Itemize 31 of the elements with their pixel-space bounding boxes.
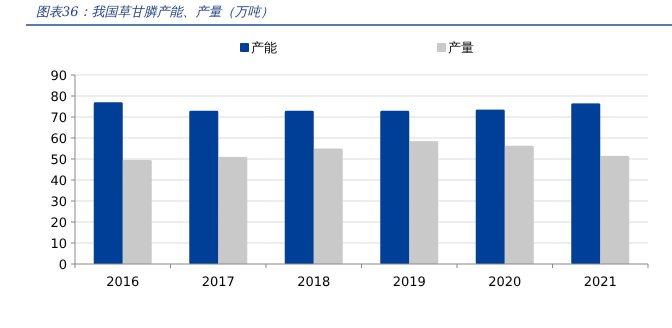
y-tick-label: 0 (58, 258, 67, 273)
y-tick-label: 80 (50, 90, 67, 105)
bar (189, 110, 218, 264)
bar (571, 103, 600, 264)
x-tick-label: 2016 (106, 275, 140, 290)
legend-label: 产量 (448, 41, 474, 56)
y-tick-label: 70 (50, 111, 67, 126)
bar (314, 148, 343, 264)
chart-title: 图表36：我国草甘膦产能、产量（万吨） (36, 5, 274, 20)
bar (218, 156, 248, 264)
bar (94, 102, 123, 264)
bar (284, 110, 314, 264)
y-tick-label: 30 (50, 195, 67, 210)
bar (409, 141, 438, 264)
x-tick-label: 2021 (584, 275, 617, 290)
y-tick-label: 60 (50, 132, 67, 147)
bar (504, 146, 534, 264)
bar (122, 160, 152, 264)
x-tick-label: 2020 (488, 275, 522, 290)
y-tick-label: 20 (50, 216, 67, 231)
x-tick-label: 2018 (297, 275, 330, 290)
bar (600, 156, 630, 264)
y-tick-label: 90 (50, 69, 67, 84)
y-tick-label: 10 (50, 237, 67, 252)
y-tick-label: 40 (50, 174, 67, 189)
y-tick-label: 50 (50, 153, 67, 168)
x-tick-label: 2019 (392, 275, 426, 290)
x-tick-label: 2017 (202, 275, 235, 290)
bar (380, 110, 410, 264)
bar (476, 110, 505, 264)
legend-label: 产能 (251, 41, 277, 56)
